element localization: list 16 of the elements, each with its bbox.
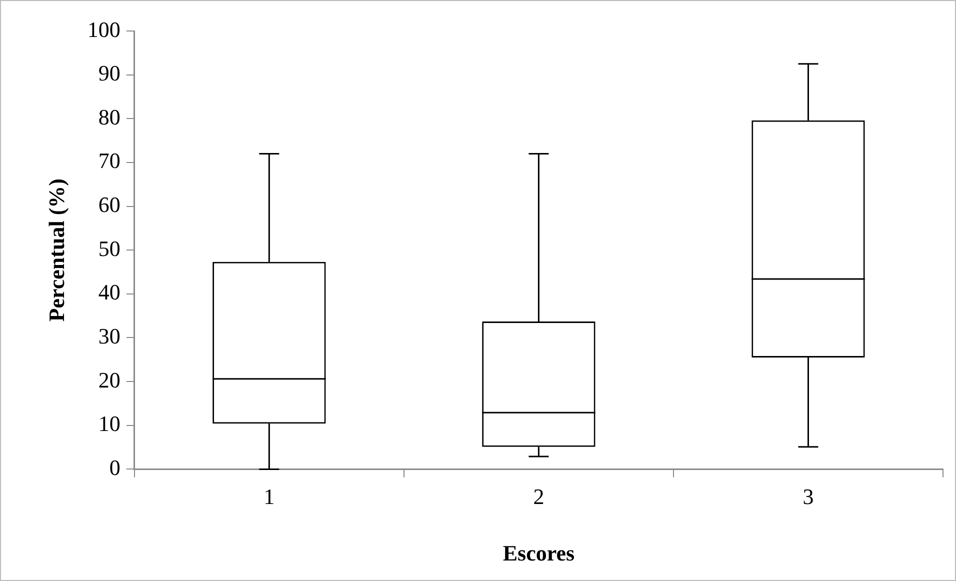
y-tick-label: 40 [98, 280, 120, 305]
y-tick-label: 10 [98, 411, 120, 436]
y-tick-label: 60 [98, 192, 120, 218]
y-tick-label: 50 [98, 236, 120, 261]
y-tick-label: 100 [87, 16, 120, 42]
x-tick-label: 1 [264, 484, 275, 510]
y-axis-title: Percentual (%) [44, 178, 69, 322]
x-axis-title: Escores [502, 540, 575, 566]
x-tick-label: 2 [533, 484, 544, 510]
y-tick-label: 80 [98, 104, 120, 130]
y-tick-label: 30 [98, 324, 120, 349]
x-tick-label: 3 [802, 484, 814, 510]
y-tick-label: 0 [109, 454, 120, 480]
y-tick-label: 70 [98, 148, 120, 174]
y-tick-label: 90 [98, 60, 120, 86]
y-tick-label: 20 [98, 367, 120, 392]
